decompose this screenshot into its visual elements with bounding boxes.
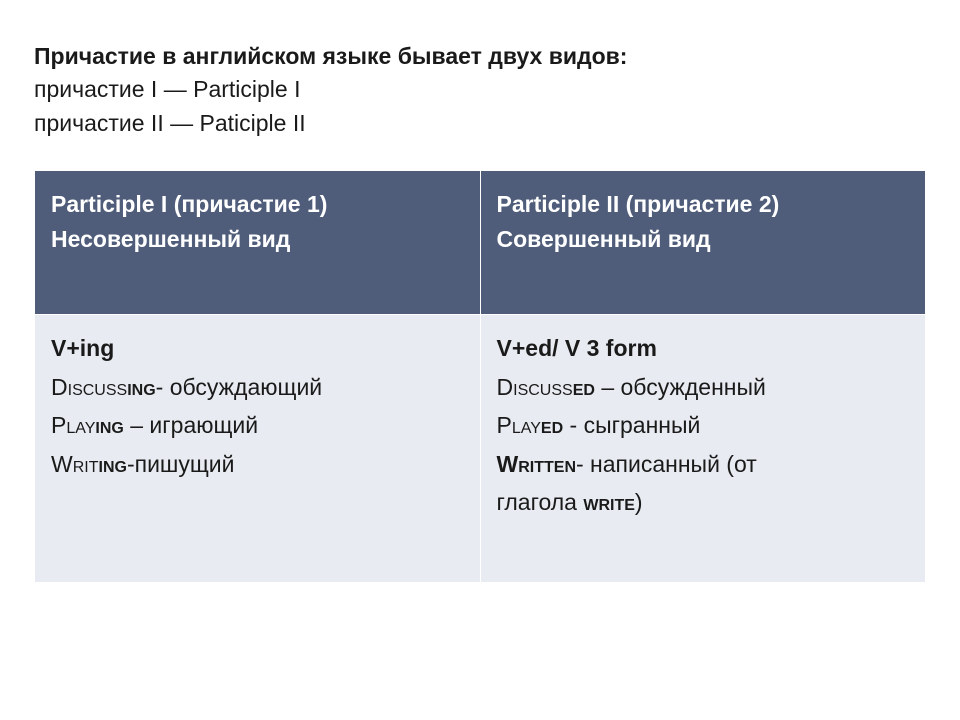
header-participle-2: Participle II (причастие 2) Совершенный …	[480, 171, 926, 315]
t: W	[51, 451, 73, 477]
t: lay	[512, 412, 541, 438]
t: ing	[127, 374, 155, 400]
header-participle-1: Participle I (причастие 1) Несовершенный…	[35, 171, 481, 315]
t: iscuss	[68, 374, 128, 400]
cell-participle-1: V+ing Discussing- обсуждающий Playing – …	[35, 315, 481, 583]
rule-left: V+ing	[51, 331, 464, 366]
heading-bold: Причастие в английском языке бывает двух…	[34, 40, 926, 73]
t: iscuss	[513, 374, 573, 400]
heading-line-2: причастие II — Paticiple II	[34, 107, 926, 140]
ex-right-2: Played - сыгранный	[497, 408, 910, 443]
header-left-line1: Participle I (причастие 1)	[51, 191, 327, 217]
t: ritten	[518, 451, 576, 477]
t: rit	[73, 451, 99, 477]
t: - сыгранный	[563, 412, 700, 438]
t: ing	[95, 412, 123, 438]
t: - написанный (от	[576, 451, 757, 477]
ex-left-1: Discussing- обсуждающий	[51, 370, 464, 405]
t: lay	[66, 412, 95, 438]
t: D	[497, 374, 514, 400]
t: P	[497, 412, 512, 438]
heading-line-1: причастие I — Participle I	[34, 73, 926, 106]
ex-right-4: глагола write)	[497, 485, 910, 520]
ex-right-3: Written- написанный (от	[497, 447, 910, 482]
participle-table: Participle I (причастие 1) Несовершенный…	[34, 170, 926, 583]
t: ing	[99, 451, 127, 477]
ex-left-2: Playing – играющий	[51, 408, 464, 443]
table-body-row: V+ing Discussing- обсуждающий Playing – …	[35, 315, 926, 583]
cell-participle-2: V+ed/ V 3 form Discussed – обсужденный P…	[480, 315, 926, 583]
ex-left-3: Writing-пишущий	[51, 447, 464, 482]
header-right-line1: Participle II (причастие 2)	[497, 191, 780, 217]
t: глагола	[497, 489, 584, 515]
t: – обсужденный	[595, 374, 766, 400]
header-left-line2: Несовершенный вид	[51, 226, 290, 252]
ex-right-1: Discussed – обсужденный	[497, 370, 910, 405]
t: P	[51, 412, 66, 438]
t: )	[635, 489, 643, 515]
t: – играющий	[124, 412, 258, 438]
t: - обсуждающий	[156, 374, 322, 400]
rule-right: V+ed/ V 3 form	[497, 331, 910, 366]
heading-block: Причастие в английском языке бывает двух…	[34, 40, 926, 140]
t: -пишущий	[127, 451, 235, 477]
t: write	[583, 489, 635, 515]
header-right-line2: Совершенный вид	[497, 226, 711, 252]
t: ed	[573, 374, 595, 400]
t: D	[51, 374, 68, 400]
t: W	[497, 451, 519, 477]
table-header-row: Participle I (причастие 1) Несовершенный…	[35, 171, 926, 315]
t: ed	[541, 412, 563, 438]
